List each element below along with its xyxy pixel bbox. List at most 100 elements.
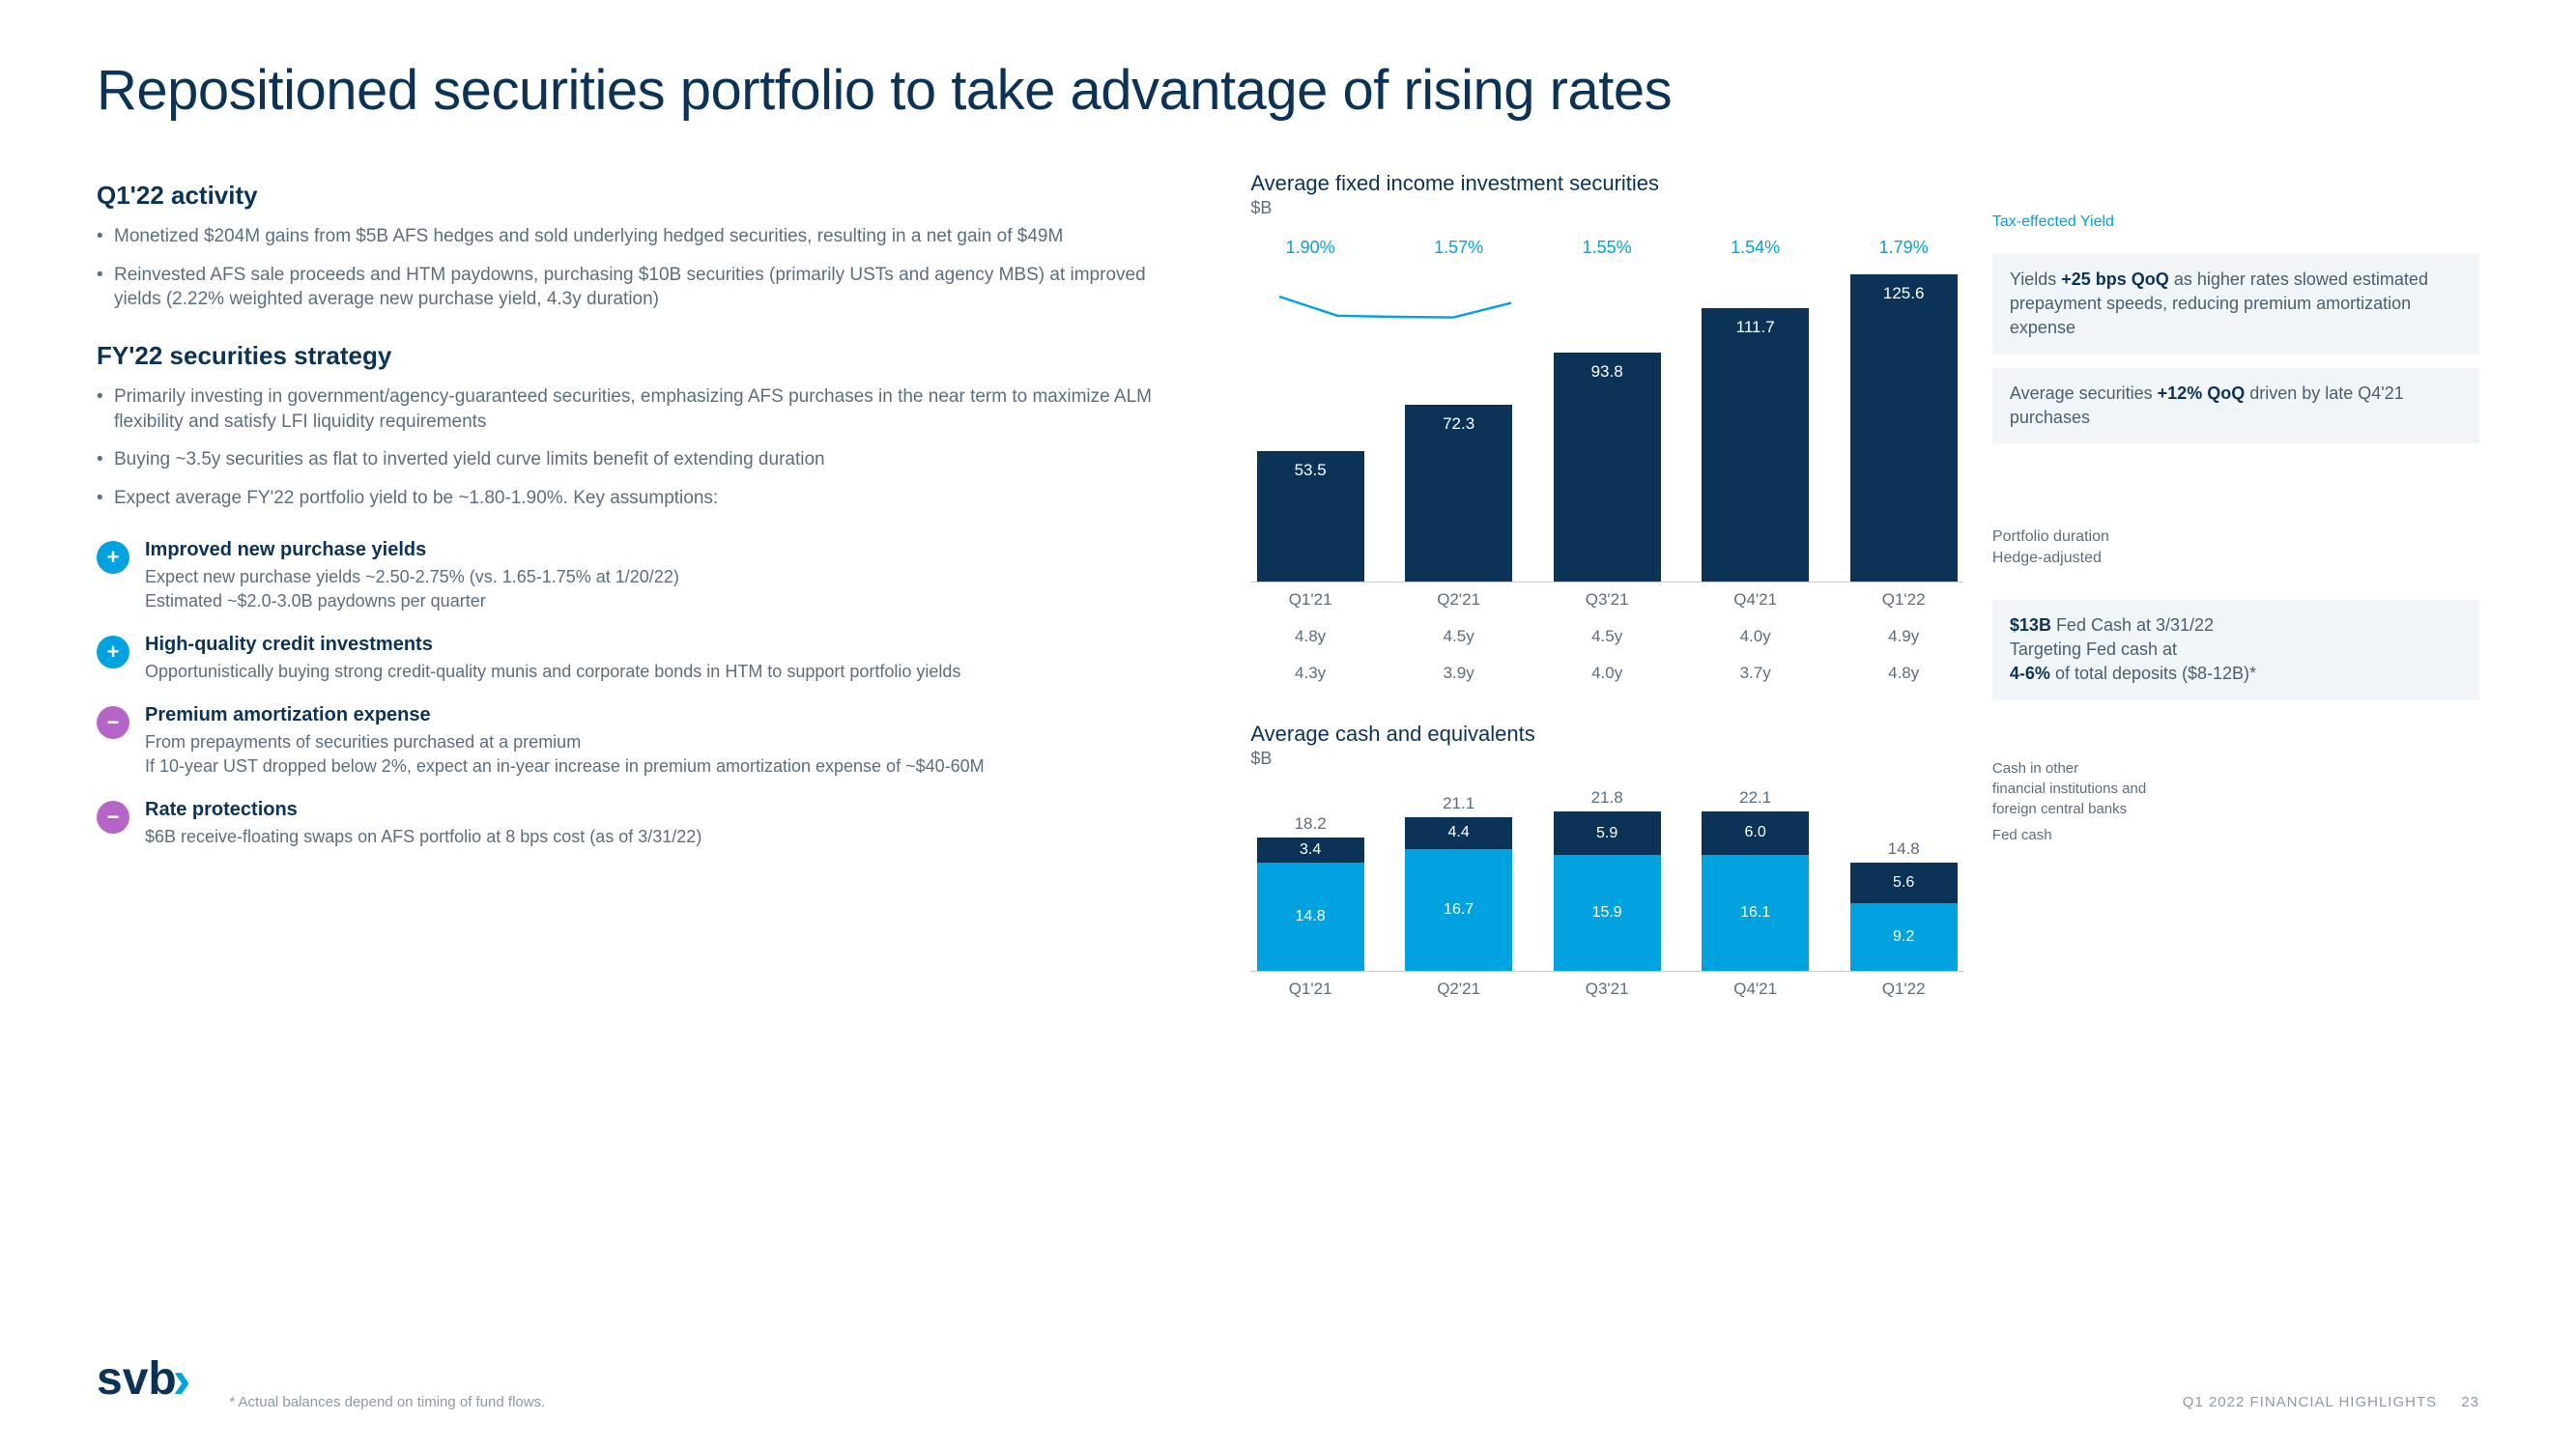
bar-group: 53.5	[1250, 264, 1370, 582]
callouts-area: Tax-effected Yield Yields +25 bps QoQ as…	[1992, 171, 2479, 999]
left-column: Q1'22 activity Monetized $204M gains fro…	[97, 171, 1192, 999]
stack-seg-top: 5.6	[1850, 863, 1958, 903]
activity-heading: Q1'22 activity	[97, 181, 1192, 211]
yield-value: 1.55%	[1547, 238, 1667, 258]
item-desc: Expect new purchase yields ~2.50-2.75% (…	[145, 565, 679, 612]
bar-group: 125.6	[1844, 264, 1963, 582]
strategy-bullet: Primarily investing in government/agency…	[97, 384, 1192, 434]
x-label: Q1'22	[1844, 590, 1963, 610]
yield-legend: Tax-effected Yield	[1992, 213, 2479, 231]
callout-box: $13B Fed Cash at 3/31/22Targeting Fed ca…	[1992, 600, 2479, 700]
bar-value: 125.6	[1850, 284, 1958, 303]
assumption-item: + High-quality credit investments Opportun…	[97, 634, 1192, 683]
duration-value: 4.5y	[1399, 627, 1519, 646]
bar-value: 93.8	[1554, 362, 1661, 382]
x-label: Q1'22	[1844, 980, 1963, 999]
duration-value: 4.0y	[1696, 627, 1816, 646]
x-label: Q2'21	[1399, 590, 1519, 610]
item-desc: $6B receive-floating swaps on AFS portfo…	[145, 825, 701, 848]
chart2-title: Average cash and equivalents	[1250, 722, 1963, 747]
bar-chart: 53.5 72.3 93.8 111.7 125.6	[1250, 264, 1963, 582]
duration-row1: 4.8y 4.5y 4.5y 4.0y 4.9y	[1250, 627, 1963, 646]
chart1-sub: $B	[1250, 198, 1963, 218]
item-title: Rate protections	[145, 799, 701, 821]
bar-value: 111.7	[1702, 318, 1809, 337]
stack-seg-top: 6.0	[1702, 811, 1809, 855]
callout-box: Average securities +12% QoQ driven by la…	[1992, 368, 2479, 443]
x-label: Q4'21	[1696, 590, 1816, 610]
footnote: * Actual balances depend on timing of fu…	[229, 1394, 545, 1410]
item-title: Improved new purchase yields	[145, 539, 679, 561]
svb-logo: svb›	[97, 1348, 190, 1410]
chart2-xlabels: Q1'21Q2'21Q3'21Q4'21Q1'22	[1250, 980, 1963, 999]
duration-value: 4.8y	[1250, 627, 1370, 646]
stack-total: 21.1	[1443, 794, 1474, 813]
legend-fed-cash: Fed cash	[1992, 825, 2479, 845]
x-label: Q3'21	[1547, 980, 1667, 999]
minus-icon: −	[97, 801, 129, 834]
duration-value: 4.9y	[1844, 627, 1963, 646]
x-label: Q4'21	[1696, 980, 1816, 999]
item-desc: From prepayments of securities purchased…	[145, 730, 985, 778]
duration-value: 4.3y	[1250, 664, 1370, 683]
yield-value: 1.90%	[1250, 238, 1370, 258]
assumption-items: + Improved new purchase yields Expect new …	[97, 539, 1192, 848]
item-title: High-quality credit investments	[145, 634, 960, 656]
yield-labels: 1.90% 1.57% 1.55% 1.54% 1.79%	[1250, 238, 1963, 258]
minus-icon: −	[97, 706, 129, 739]
duration-label-2: Hedge-adjusted	[1992, 550, 2479, 567]
stack-seg-bot: 16.7	[1405, 849, 1512, 971]
stack-total: 22.1	[1739, 788, 1771, 808]
stack-group: 22.16.016.1	[1696, 788, 1816, 971]
legend-cash-other: Cash in otherfinancial institutions andf…	[1992, 758, 2479, 819]
stack-total: 18.2	[1295, 814, 1327, 834]
footer-label: Q1 2022 FINANCIAL HIGHLIGHTS	[2183, 1394, 2437, 1410]
strategy-bullets: Primarily investing in government/agency…	[97, 384, 1192, 511]
logo-chevron-icon: ›	[173, 1348, 191, 1410]
x-label: Q2'21	[1399, 980, 1519, 999]
stack-group: 21.85.915.9	[1547, 788, 1667, 971]
stack-seg-bot: 9.2	[1850, 903, 1958, 971]
bar-group: 72.3	[1399, 264, 1519, 582]
chart1-title: Average fixed income investment securiti…	[1250, 171, 1963, 196]
plus-icon: +	[97, 541, 129, 574]
bar: 93.8	[1554, 353, 1661, 582]
strategy-bullet: Expect average FY'22 portfolio yield to …	[97, 486, 1192, 511]
page-number: 23	[2461, 1394, 2479, 1410]
assumption-item: −Rate protections $6B receive-floating sw…	[97, 799, 1192, 848]
chart2-sub: $B	[1250, 749, 1963, 769]
bar-value: 72.3	[1405, 414, 1512, 434]
page-title: Repositioned securities portfolio to tak…	[97, 58, 2479, 123]
yield-value: 1.54%	[1696, 238, 1816, 258]
x-label: Q1'21	[1250, 590, 1370, 610]
stack-seg-bot: 15.9	[1554, 855, 1661, 971]
bar-group: 93.8	[1547, 264, 1667, 582]
bar-value: 53.5	[1257, 461, 1364, 480]
item-desc: Opportunistically buying strong credit-q…	[145, 660, 960, 683]
assumption-item: + Improved new purchase yields Expect new …	[97, 539, 1192, 612]
logo-text: svb	[97, 1352, 177, 1406]
stack-group: 21.14.416.7	[1399, 788, 1519, 971]
bar: 72.3	[1405, 405, 1512, 582]
bar: 111.7	[1702, 308, 1809, 582]
duration-row2: 4.3y3.9y4.0y3.7y4.8y	[1250, 664, 1963, 683]
bar: 53.5	[1257, 451, 1364, 582]
stack-seg-top: 3.4	[1257, 838, 1364, 863]
assumption-item: −Premium amortization expenseFrom prepay…	[97, 704, 1192, 778]
footer-right: Q1 2022 FINANCIAL HIGHLIGHTS 23	[2183, 1394, 2479, 1410]
x-label: Q3'21	[1547, 590, 1667, 610]
duration-value: 3.7y	[1696, 664, 1816, 683]
yield-value: 1.57%	[1399, 238, 1519, 258]
stack-total: 14.8	[1888, 839, 1920, 859]
bar: 125.6	[1850, 274, 1958, 582]
activity-bullets: Monetized $204M gains from $5B AFS hedge…	[97, 224, 1192, 312]
footer: svb› * Actual balances depend on timing …	[97, 1348, 2479, 1410]
stack-group: 18.23.414.8	[1250, 788, 1370, 971]
stack-total: 21.8	[1591, 788, 1623, 808]
activity-bullet: Monetized $204M gains from $5B AFS hedge…	[97, 224, 1192, 249]
duration-value: 4.5y	[1547, 627, 1667, 646]
plus-icon: +	[97, 636, 129, 668]
stack-group: 14.8 5.69.2	[1844, 788, 1963, 971]
yield-value: 1.79%	[1844, 238, 1963, 258]
activity-bullet: Reinvested AFS sale proceeds and HTM pay…	[97, 263, 1192, 312]
